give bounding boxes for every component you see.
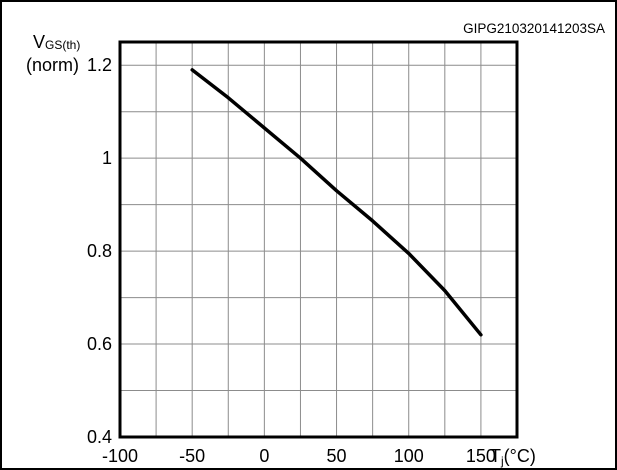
x-tick-label: -50 xyxy=(179,446,205,466)
y-tick-label: 1 xyxy=(102,148,112,168)
x-tick-label: 100 xyxy=(394,446,424,466)
y-axis-label-main: V xyxy=(33,32,45,52)
x-tick-label: 50 xyxy=(327,446,347,466)
y-tick-label: 0.8 xyxy=(87,241,112,261)
y-tick-labels: 0.4 0.6 0.8 1 1.2 xyxy=(87,55,112,447)
x-tick-label: -100 xyxy=(102,446,138,466)
x-tick-labels: -100 -50 0 50 100 150 xyxy=(102,446,496,466)
y-axis-label-sub: GS(th) xyxy=(45,38,80,52)
y-axis-unit: (norm) xyxy=(26,55,79,75)
y-tick-label: 1.2 xyxy=(87,55,112,75)
x-axis-label: Tj(°C) xyxy=(490,446,536,468)
x-tick-label: 150 xyxy=(466,446,496,466)
grid xyxy=(120,42,517,437)
plot-border xyxy=(118,40,519,439)
series-line xyxy=(190,68,483,337)
y-tick-label: 0.4 xyxy=(87,427,112,447)
x-axis-label-main: T xyxy=(490,446,501,466)
chart-code: GIPG210320141203SA xyxy=(463,21,605,36)
x-axis-label-unit: (°C) xyxy=(504,446,536,466)
x-axis-label-sub: j xyxy=(500,454,504,468)
x-tick-label: 0 xyxy=(259,446,269,466)
y-axis-label: VGS(th) xyxy=(33,32,80,52)
y-tick-label: 0.6 xyxy=(87,334,112,354)
